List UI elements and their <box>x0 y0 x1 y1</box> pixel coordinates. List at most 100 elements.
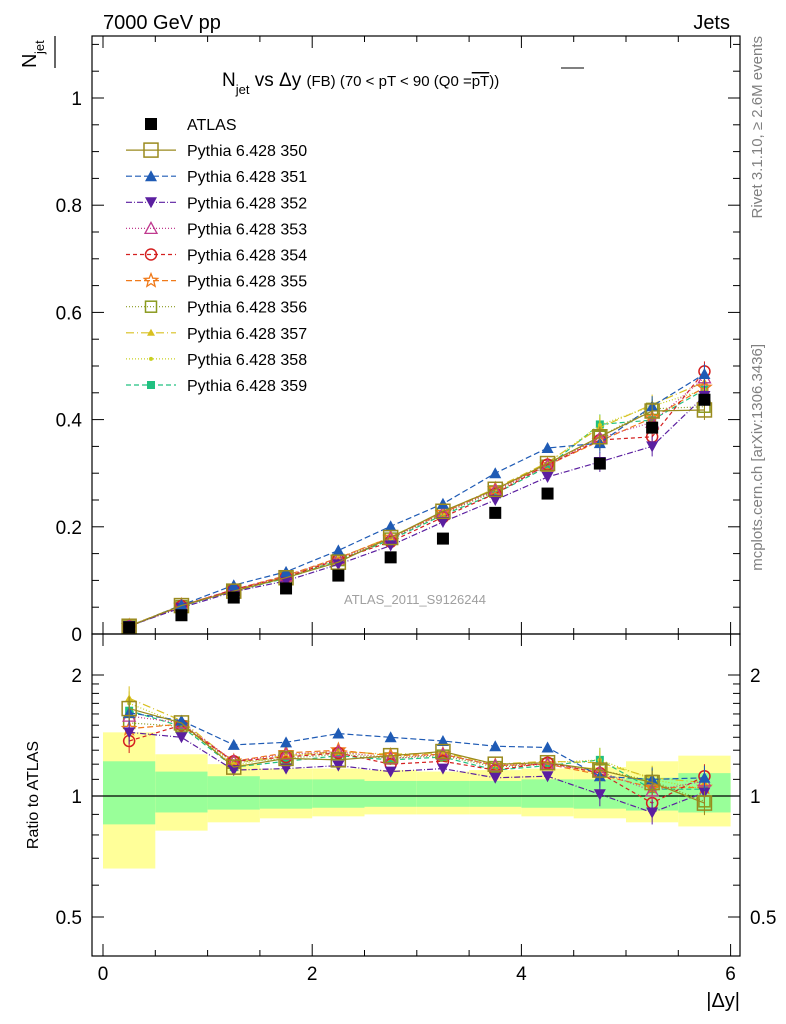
ratio-point-352 <box>646 807 659 819</box>
ratio-y-tick-label-right: 0.5 <box>750 908 776 929</box>
point-352 <box>541 471 554 483</box>
point-352 <box>646 441 659 453</box>
point-350 <box>539 455 556 472</box>
ratio-point-350 <box>487 756 503 772</box>
legend-label-352: Pythia 6.428 352 <box>187 195 307 212</box>
ratio-point-351 <box>332 727 345 739</box>
point-351 <box>384 520 397 532</box>
ratio-point-350 <box>121 700 137 717</box>
ratio-point-359 <box>543 761 552 770</box>
point-ATLAS <box>698 393 711 406</box>
ratio-point-351 <box>175 714 188 726</box>
legend-item-354: Pythia 6.428 354 <box>126 248 307 265</box>
ratio-point-351 <box>280 736 293 748</box>
main-y-tick-label: 0.4 <box>56 411 83 432</box>
side-note-mcplots: mcplots.cern.ch [arXiv:1306.3436] <box>749 344 766 571</box>
ratio-y-tick-label: 2 <box>71 666 82 687</box>
legend-label-358: Pythia 6.428 358 <box>187 352 307 369</box>
point-351 <box>436 497 449 509</box>
legend-marker-357 <box>147 328 155 336</box>
point-350 <box>487 481 503 498</box>
point-351 <box>489 467 502 479</box>
x-tick-label: 0 <box>98 964 109 985</box>
point-ATLAS <box>332 569 345 582</box>
series-line-351 <box>128 373 705 628</box>
ratio-point-352 <box>489 772 502 784</box>
legend-label-354: Pythia 6.428 354 <box>187 248 307 265</box>
band-inner <box>259 779 313 809</box>
point-ATLAS <box>593 457 606 470</box>
side-note-rivet: Rivet 3.1.10, ≥ 2.6M events <box>749 36 766 219</box>
ratio-point-351 <box>436 735 449 747</box>
ratio-series-352 <box>123 720 711 825</box>
ratio-point-350 <box>696 795 713 811</box>
series-ATLAS <box>123 393 711 634</box>
point-359 <box>491 489 500 498</box>
main-series-layer <box>120 361 713 634</box>
point-350 <box>435 503 451 520</box>
x-tick-label: 2 <box>307 964 318 985</box>
point-350 <box>592 429 608 445</box>
ratio-axes: 0.5 0.5 1 1 2 2 0 2 4 6 <box>56 634 776 985</box>
main-y-tick-label: 0.2 <box>56 518 82 539</box>
band-inner <box>155 771 208 813</box>
ratio-point-355 <box>277 744 295 761</box>
band-inner <box>364 780 417 807</box>
legend-item-357: Pythia 6.428 357 <box>126 326 307 343</box>
ratio-point-359 <box>334 751 343 760</box>
series-line-355 <box>128 386 705 627</box>
legend: ATLAS Pythia 6.428 350 Pythia 6.428 351 Pyt… <box>126 117 307 395</box>
main-axes: 0 0.2 0.4 0.6 0.8 1 <box>56 36 740 646</box>
ratio-line-356 <box>129 722 705 802</box>
main-y-tick-label: 1 <box>71 89 82 110</box>
legend-marker-ATLAS <box>145 118 157 130</box>
ratio-point-352 <box>280 763 293 775</box>
ylabel-sub: jet <box>32 40 47 55</box>
main-y-tick-label: 0 <box>71 625 82 646</box>
point-352 <box>436 516 449 528</box>
legend-marker-358 <box>149 356 153 361</box>
ratio-point-352 <box>436 763 449 775</box>
ratio-series-layer <box>120 686 713 825</box>
ratio-point-352 <box>227 765 240 777</box>
point-350 <box>644 403 660 419</box>
ratio-point-353 <box>331 744 346 758</box>
plot-title: Njet vs Δy (FB) (70 < pT < 90 (Q0 =pT)) <box>222 70 499 97</box>
series-357 <box>125 372 709 629</box>
series-line-358 <box>128 389 705 627</box>
legend-item-351: Pythia 6.428 351 <box>126 169 307 186</box>
ratio-point-350 <box>330 752 347 768</box>
main-y-tick-label: 0.8 <box>56 196 82 217</box>
legend-marker-350 <box>143 142 159 158</box>
legend-label-359: Pythia 6.428 359 <box>187 378 307 395</box>
ratio-point-351 <box>489 740 502 752</box>
ratio-line-354 <box>129 724 705 804</box>
series-line-352 <box>129 395 705 627</box>
legend-item-353: Pythia 6.428 353 <box>126 221 307 238</box>
x-axis-label: |Δy| <box>706 990 740 1012</box>
ratio-point-351 <box>227 738 240 750</box>
point-ATLAS <box>489 506 502 519</box>
legend-label-ATLAS: ATLAS <box>187 117 237 134</box>
ratio-point-350 <box>644 774 660 791</box>
main-y-label: N jet <box>19 36 56 68</box>
legend-label-353: Pythia 6.428 353 <box>187 221 307 238</box>
x-tick-label: 6 <box>725 964 736 985</box>
legend-item-359: Pythia 6.428 359 <box>126 378 307 395</box>
point-352 <box>489 495 502 506</box>
ratio-point-353 <box>383 751 398 765</box>
legend-marker-356 <box>144 300 158 313</box>
ratio-y-tick-label: 1 <box>71 787 82 808</box>
main-y-tick-label: 0.6 <box>56 303 82 324</box>
ratio-line-351 <box>129 712 705 781</box>
ratio-point-350 <box>539 754 556 771</box>
ratio-point-350 <box>592 762 608 778</box>
band-inner <box>103 761 156 825</box>
legend-label-356: Pythia 6.428 356 <box>187 300 307 317</box>
point-ATLAS <box>384 551 397 564</box>
series-350 <box>121 399 713 634</box>
ratio-line-350 <box>129 708 705 804</box>
point-351 <box>698 368 711 380</box>
point-351 <box>332 544 345 556</box>
